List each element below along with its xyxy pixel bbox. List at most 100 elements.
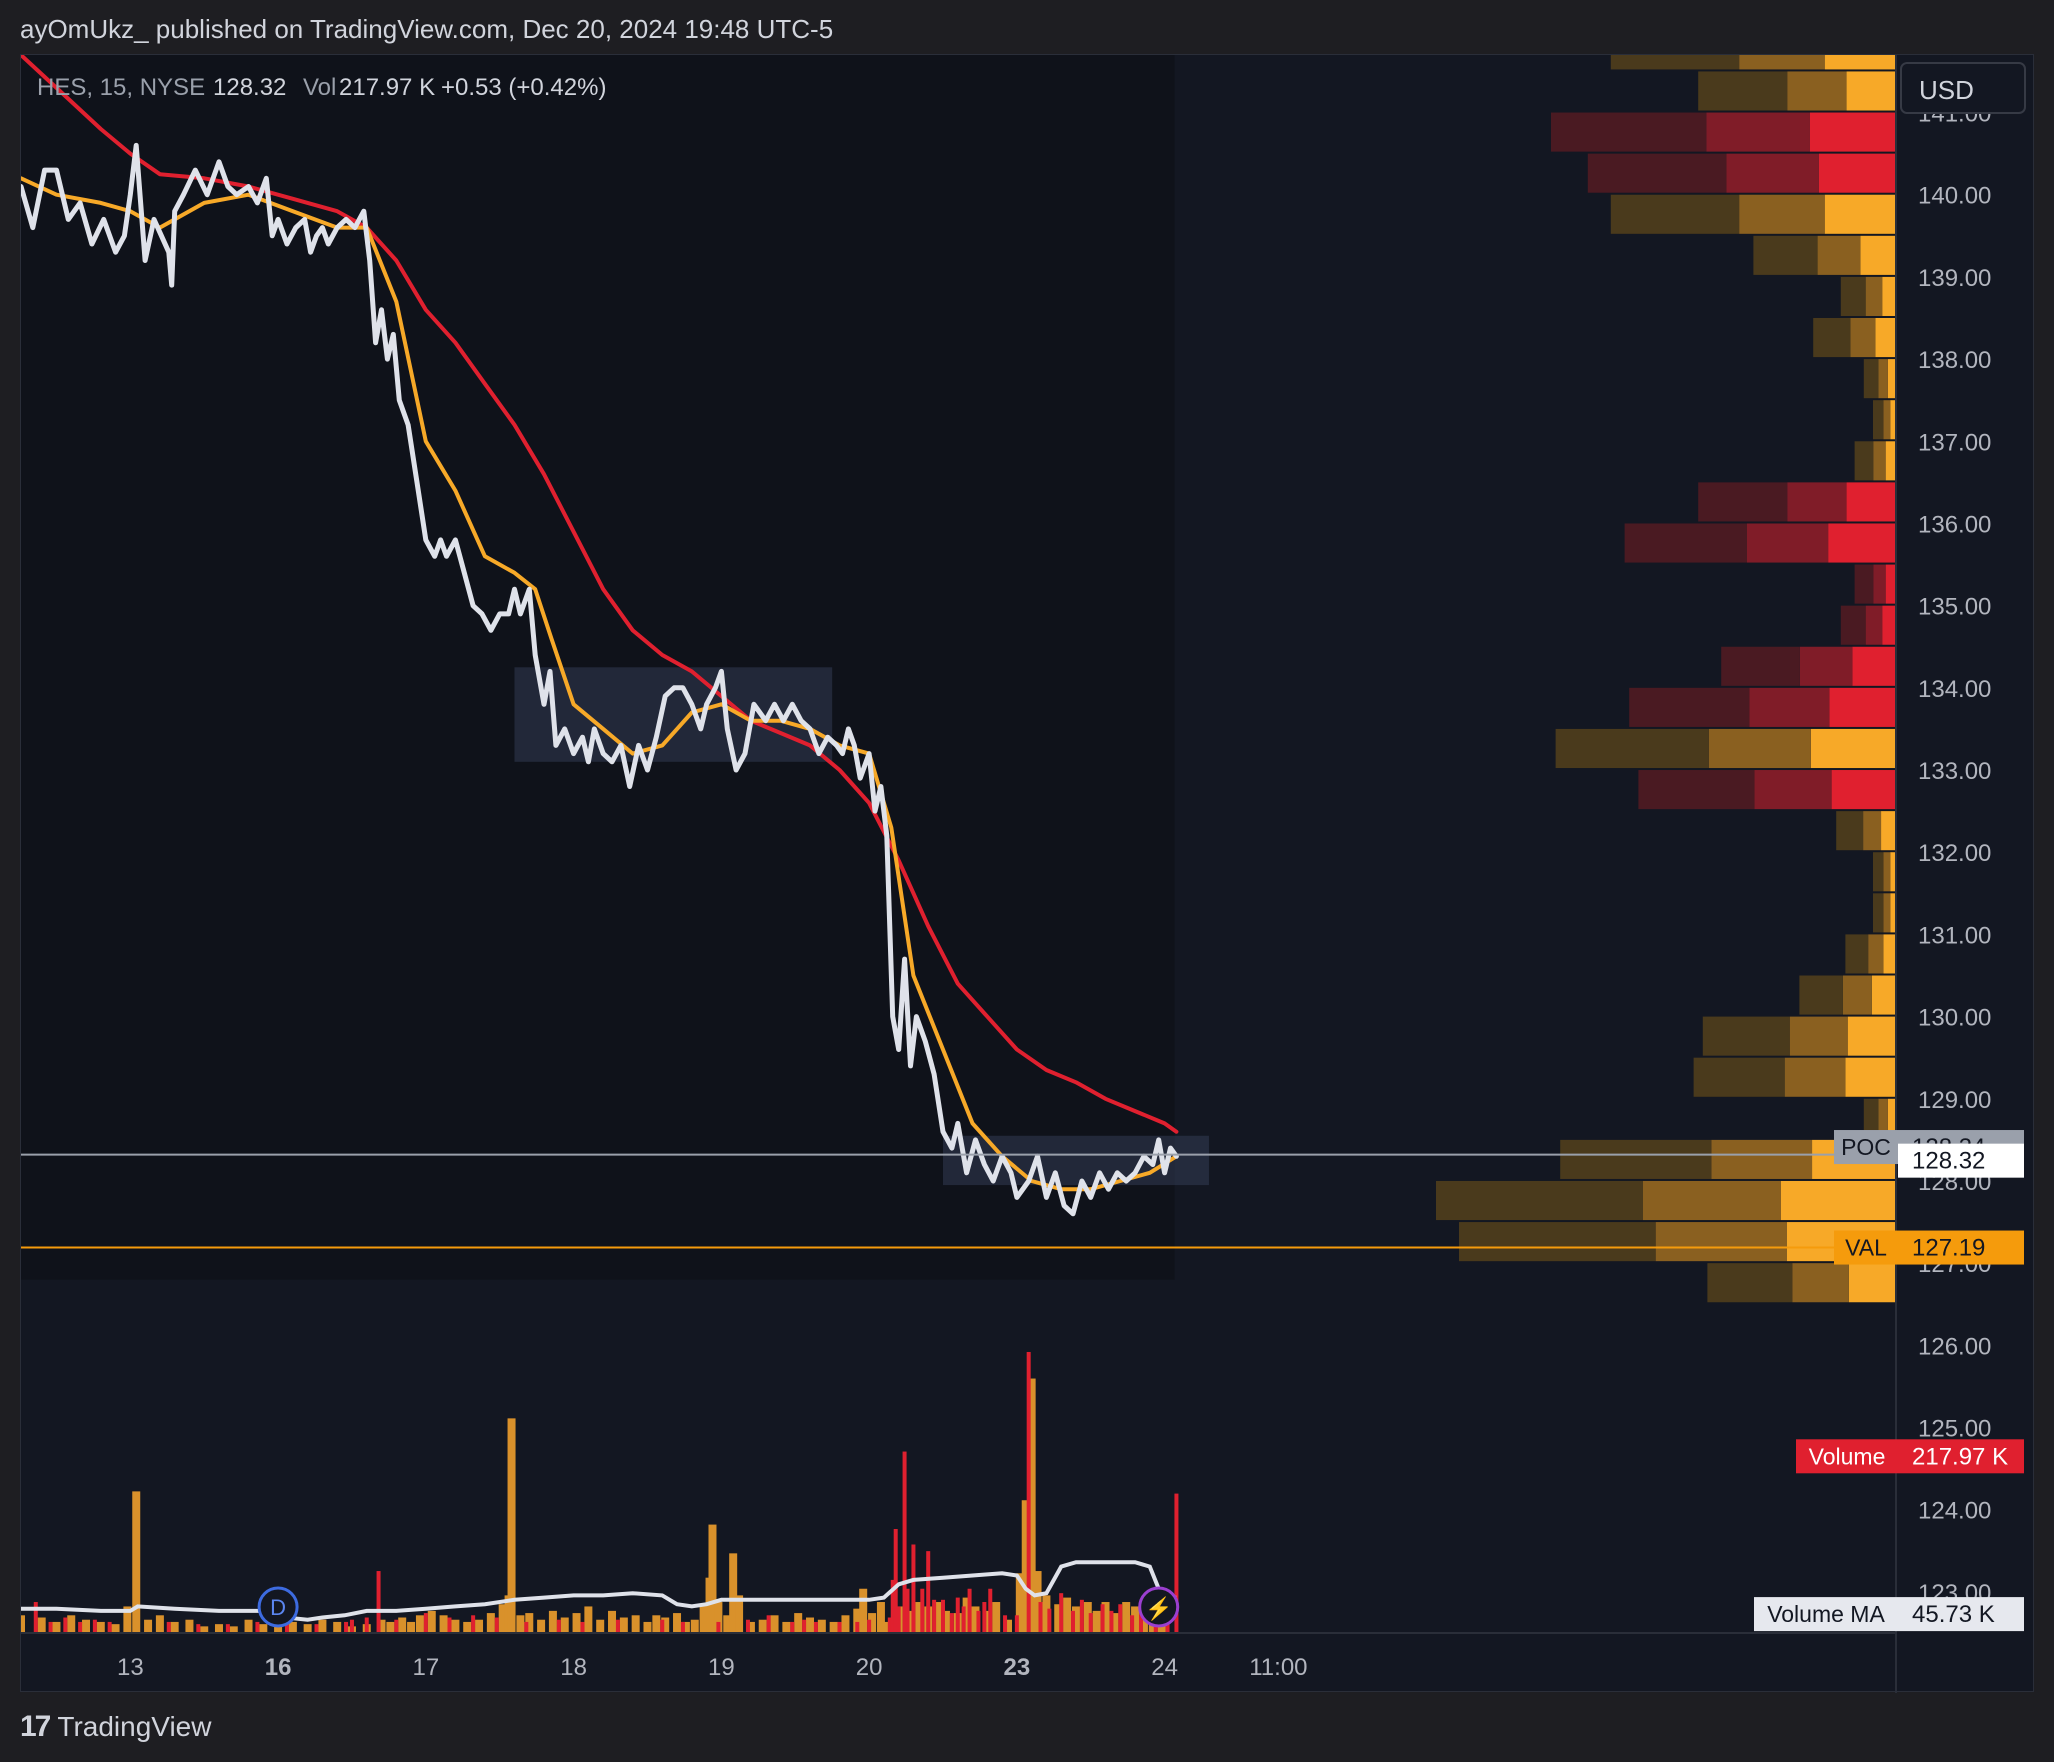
volume-bar-up bbox=[643, 1621, 652, 1633]
volume-bar-down bbox=[471, 1615, 476, 1633]
currency-button[interactable]: USD bbox=[1900, 62, 2026, 114]
volume-ma-badge-label: Volume MA bbox=[1767, 1601, 1885, 1627]
profile-row bbox=[1799, 646, 1853, 686]
profile-row bbox=[1809, 112, 1896, 152]
ema_slow-line bbox=[21, 55, 1179, 1134]
ema_fast-line bbox=[21, 176, 1179, 1192]
volume-bar-up bbox=[770, 1615, 779, 1633]
profile-row bbox=[1845, 934, 1869, 974]
profile-row bbox=[1708, 728, 1811, 769]
volume-bar-up bbox=[690, 1619, 699, 1633]
price-tick-label: 135.00 bbox=[1918, 594, 1991, 621]
profile-row bbox=[1813, 318, 1851, 358]
legend-change: +0.53 (+0.42%) bbox=[441, 74, 606, 101]
volume-bar-up bbox=[560, 1617, 569, 1633]
profile-row bbox=[1840, 605, 1866, 645]
profile-row bbox=[1890, 400, 1896, 440]
volume-bar-down bbox=[813, 1621, 818, 1633]
profile-row bbox=[1873, 564, 1886, 604]
profile-row bbox=[1610, 194, 1740, 234]
volume-bar-down bbox=[940, 1599, 945, 1633]
volume-bar-down bbox=[660, 1619, 665, 1633]
volume-bar-down bbox=[680, 1621, 685, 1633]
time-axis[interactable]: 13 16 17 18 19 20 23 24 11:00 bbox=[117, 1654, 1308, 1681]
volume-bar-up bbox=[1083, 1602, 1092, 1633]
volume-bar-down bbox=[344, 1621, 349, 1633]
volume-bar-down bbox=[524, 1621, 529, 1633]
profile-row bbox=[1702, 1016, 1790, 1056]
volume-bar-down bbox=[394, 1619, 399, 1633]
dividend-marker-label: D bbox=[270, 1595, 286, 1620]
volume-bar-up bbox=[377, 1619, 386, 1633]
horizontal-lines bbox=[21, 1153, 1896, 1249]
volume-bar-up bbox=[859, 1588, 868, 1633]
volume-bar-down bbox=[92, 1619, 97, 1633]
volume-bar-up bbox=[723, 1615, 732, 1633]
price-tick-label: 134.00 bbox=[1918, 676, 1991, 703]
price-tick-label: 131.00 bbox=[1918, 922, 1991, 949]
volume-bar-down bbox=[905, 1588, 910, 1633]
volume-bar-down bbox=[926, 1551, 931, 1633]
volume-bar-up bbox=[439, 1615, 448, 1633]
profile-row bbox=[1624, 523, 1747, 563]
profile-row bbox=[1784, 1057, 1846, 1097]
price-line bbox=[21, 142, 1179, 1217]
volume-bar-up bbox=[992, 1602, 1001, 1633]
time-tick-label: 11:00 bbox=[1249, 1654, 1307, 1681]
profile-row bbox=[1749, 687, 1830, 727]
footer-brand[interactable]: TradingView bbox=[57, 1711, 212, 1742]
volume-profile bbox=[1436, 55, 1896, 1303]
profile-row bbox=[1848, 1263, 1896, 1303]
profile-row bbox=[1863, 359, 1879, 399]
profile-row bbox=[1706, 112, 1810, 152]
volume-bar-down bbox=[63, 1617, 68, 1633]
profile-row bbox=[1845, 1057, 1896, 1097]
price-tick-label: 140.00 bbox=[1918, 183, 1991, 210]
chart-svg[interactable]: D ⚡ 141.00140.00139.00138.00137.00136.001… bbox=[21, 55, 2035, 1693]
chart-panel[interactable]: D ⚡ 141.00 140.00 139.00 138.00 137.00 136.00 1… bbox=[20, 54, 2035, 1693]
volume-bar-up bbox=[451, 1619, 460, 1633]
profile-row bbox=[1852, 646, 1896, 686]
volume-ma-badge-value: 45.73 K bbox=[1912, 1601, 1995, 1628]
volume-bar-up bbox=[829, 1621, 838, 1633]
volume-bar-down bbox=[855, 1621, 860, 1633]
event-markers: D ⚡ bbox=[257, 1586, 1180, 1628]
profile-row bbox=[1829, 687, 1896, 727]
volume-bar-up bbox=[111, 1624, 120, 1633]
legend-last-price: 128.32 bbox=[213, 74, 286, 101]
volume-bar-up bbox=[52, 1621, 61, 1633]
volume-bar-down bbox=[920, 1588, 925, 1633]
volume-bar-up bbox=[82, 1619, 91, 1633]
time-tick-label: 24 bbox=[1151, 1654, 1178, 1681]
volume-bar-down bbox=[1088, 1613, 1093, 1633]
volume-bar-down bbox=[1038, 1602, 1043, 1633]
price-tick-label: 125.00 bbox=[1918, 1416, 1991, 1443]
price-tick-label: 126.00 bbox=[1918, 1333, 1991, 1360]
volume-bar-down bbox=[107, 1621, 112, 1633]
volume-bar-up bbox=[962, 1597, 971, 1633]
legend-symbol[interactable]: HES, 15, NYSE bbox=[37, 74, 205, 101]
profile-row bbox=[1824, 194, 1896, 234]
profile-row bbox=[1873, 852, 1884, 892]
volume-bar-up bbox=[1021, 1500, 1030, 1633]
price-tick-label: 133.00 bbox=[1918, 758, 1991, 785]
legend: HES, 15, NYSE 128.32 Vol 217.97 K +0.53 … bbox=[37, 74, 606, 101]
profile-row bbox=[1881, 811, 1896, 851]
volume-bar-up bbox=[1042, 1595, 1051, 1633]
profile-row bbox=[1754, 770, 1832, 810]
volume-bar-down bbox=[1174, 1493, 1179, 1633]
currency-label[interactable]: USD bbox=[1919, 75, 1974, 105]
volume-bar-down bbox=[887, 1617, 892, 1633]
volume-bar-up bbox=[386, 1621, 395, 1633]
volume-bar-up bbox=[155, 1615, 164, 1633]
tradingview-logo-icon[interactable]: 17 bbox=[20, 1710, 51, 1743]
time-tick-label: 20 bbox=[856, 1654, 883, 1681]
profile-row bbox=[1883, 934, 1896, 974]
last-price-badge-value-bg bbox=[1898, 1143, 2024, 1178]
volume-bar-down bbox=[1059, 1593, 1064, 1633]
volume-bar-up bbox=[415, 1615, 424, 1633]
profile-row bbox=[1781, 1180, 1896, 1221]
volume-bar-up bbox=[941, 1610, 950, 1633]
price-axis[interactable]: 141.00140.00139.00138.00137.00136.00135.… bbox=[1918, 101, 1991, 1607]
profile-row bbox=[1885, 564, 1896, 604]
